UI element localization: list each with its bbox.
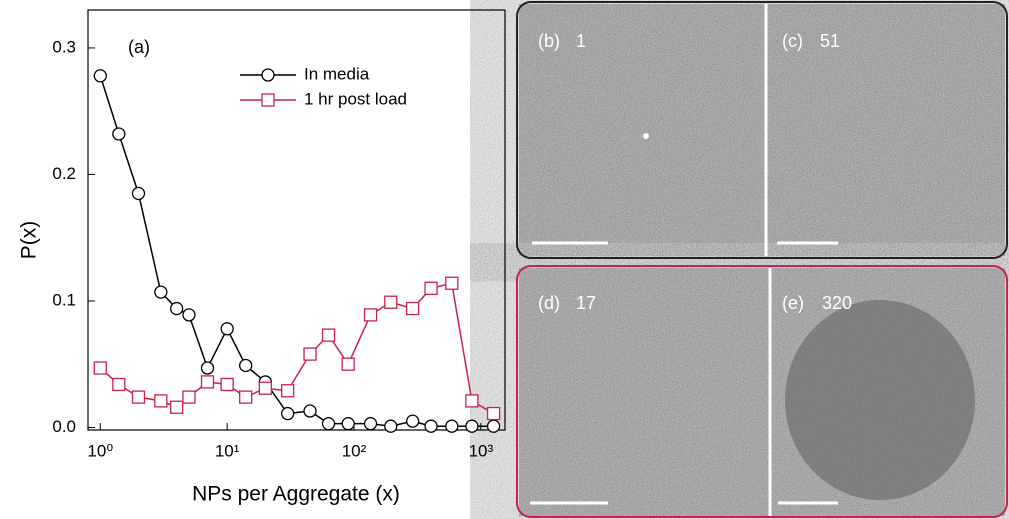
series-line bbox=[99, 282, 494, 415]
panel-count: 17 bbox=[576, 293, 596, 313]
micrographs: (b) 1 (c) 51 (d) 17 (e) 320 bbox=[516, 1, 1008, 518]
marker bbox=[200, 375, 215, 389]
marker bbox=[424, 281, 438, 295]
marker bbox=[486, 406, 501, 421]
marker bbox=[363, 308, 378, 322]
panel-label: (c) bbox=[782, 31, 803, 51]
marker bbox=[281, 384, 295, 398]
marker bbox=[303, 404, 317, 418]
marker bbox=[170, 400, 184, 414]
marker bbox=[93, 69, 107, 83]
marker bbox=[465, 394, 479, 408]
marker bbox=[341, 417, 355, 431]
group-frame bbox=[516, 265, 1008, 518]
marker bbox=[406, 301, 420, 316]
marker bbox=[154, 285, 168, 299]
panel-count: 51 bbox=[820, 31, 840, 51]
marker bbox=[131, 390, 146, 404]
marker bbox=[239, 358, 253, 373]
marker bbox=[112, 127, 126, 141]
marker bbox=[303, 347, 317, 361]
x-tick-label: 10³ bbox=[469, 441, 494, 460]
annotation: (a) bbox=[128, 37, 150, 57]
group-frame bbox=[516, 1, 1008, 259]
x-axis-label: NPs per Aggregate (x) bbox=[192, 483, 400, 506]
marker bbox=[363, 417, 378, 431]
marker bbox=[220, 377, 234, 392]
plot-frame bbox=[87, 9, 506, 431]
marker bbox=[239, 390, 253, 404]
panel-label: (d) bbox=[538, 293, 560, 313]
marker bbox=[261, 68, 275, 82]
marker bbox=[341, 357, 355, 371]
panel-count: 320 bbox=[822, 293, 852, 313]
legend-label: In media bbox=[304, 64, 370, 83]
y-tick-label: 0.2 bbox=[52, 164, 76, 183]
y-tick-label: 0.1 bbox=[52, 290, 76, 309]
marker bbox=[384, 419, 398, 433]
marker bbox=[486, 419, 501, 433]
marker bbox=[112, 377, 126, 392]
y-tick-label: 0.0 bbox=[52, 417, 76, 436]
marker bbox=[445, 276, 459, 290]
panel-label: (e) bbox=[782, 293, 804, 313]
marker bbox=[406, 414, 420, 428]
marker bbox=[200, 361, 215, 375]
marker bbox=[220, 322, 234, 336]
panel-count: 1 bbox=[576, 31, 586, 51]
marker bbox=[465, 419, 479, 433]
legend-label: 1 hr post load bbox=[304, 89, 407, 108]
marker bbox=[445, 419, 459, 433]
marker bbox=[384, 295, 398, 309]
y-tick-label: 0.3 bbox=[52, 37, 76, 56]
marker bbox=[154, 394, 168, 408]
series-line bbox=[99, 75, 494, 427]
panel-label: (b) bbox=[538, 31, 560, 51]
marker bbox=[182, 308, 196, 322]
particle bbox=[643, 133, 649, 139]
x-tick-label: 10⁰ bbox=[87, 441, 113, 460]
marker bbox=[131, 186, 146, 201]
aggregate bbox=[785, 300, 975, 500]
marker bbox=[281, 406, 295, 421]
marker bbox=[170, 301, 184, 316]
x-tick-label: 10² bbox=[342, 441, 367, 460]
y-axis-label: P(x) bbox=[18, 221, 41, 260]
marker bbox=[182, 390, 196, 404]
marker bbox=[258, 381, 272, 395]
marker bbox=[321, 417, 336, 431]
x-tick-label: 10¹ bbox=[215, 441, 240, 460]
marker bbox=[261, 93, 275, 107]
marker bbox=[321, 328, 336, 342]
marker bbox=[424, 419, 438, 433]
marker bbox=[93, 361, 107, 375]
image-texture bbox=[519, 4, 1005, 256]
